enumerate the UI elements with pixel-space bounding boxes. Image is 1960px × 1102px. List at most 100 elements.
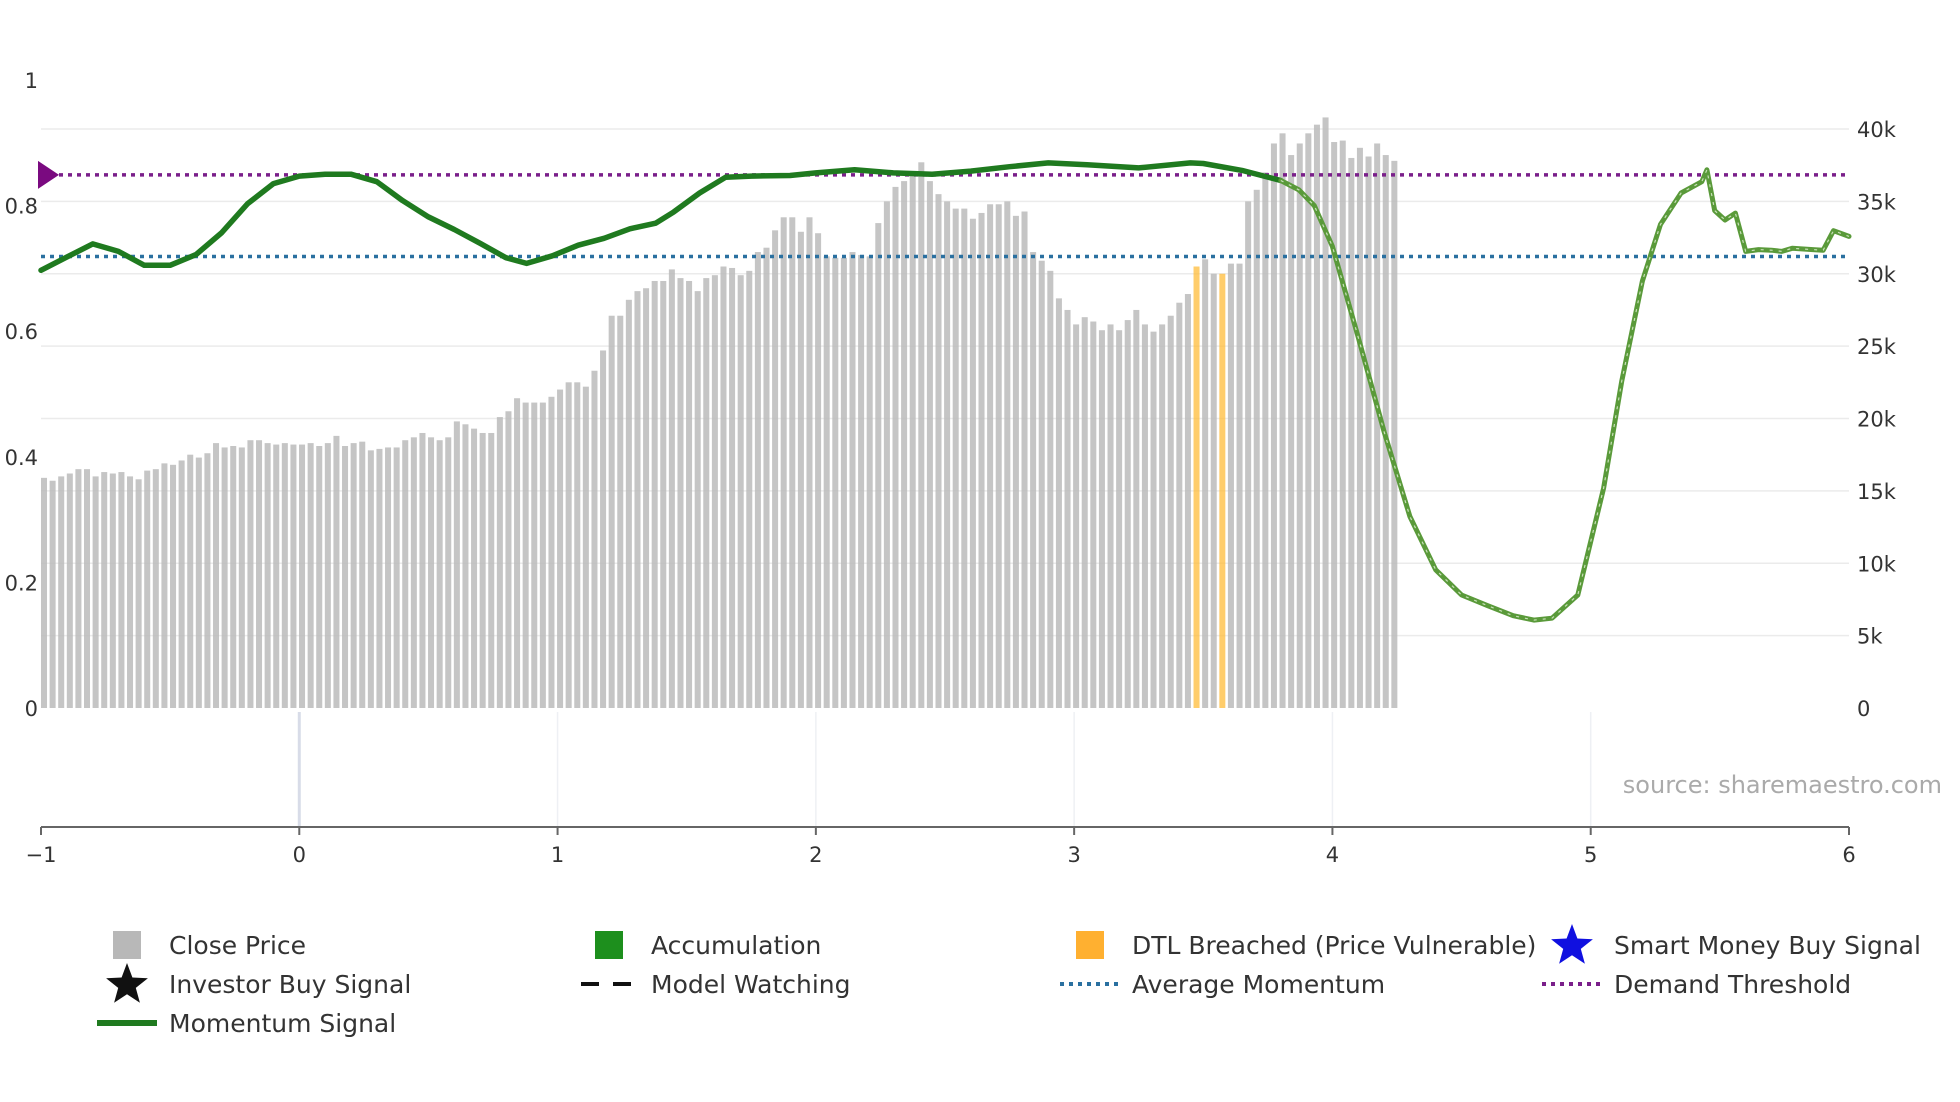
close-price-bar [58, 476, 65, 708]
close-price-bar [1253, 189, 1260, 709]
close-price-bar [772, 230, 779, 708]
momentum-signal-lines [38, 160, 1852, 623]
legend-item-accumulation: Accumulation [595, 931, 821, 960]
close-price-bar [479, 432, 486, 708]
close-price-bar [1133, 309, 1140, 708]
close-price-bar [1313, 124, 1320, 709]
close-price-bar [333, 435, 340, 708]
close-price-bar [410, 437, 417, 708]
x-tick-label: 0 [293, 843, 306, 867]
close-price-bar [660, 280, 667, 708]
close-price-bar [1305, 133, 1312, 708]
close-price-bar [1262, 172, 1269, 709]
y-left-tick-label: 0.4 [5, 446, 38, 470]
accumulation-legend-swatch [595, 931, 623, 959]
close-price-bar [1365, 156, 1372, 708]
close-price-bar [944, 201, 951, 708]
close-price-bar [1047, 270, 1054, 708]
close-price-bar [582, 386, 589, 708]
close-price-bar [987, 204, 994, 708]
close-price-bar [625, 299, 632, 708]
legend: Close Price Accumulation DTL Breached (Pri… [97, 924, 1921, 1038]
close-price-bar [918, 162, 925, 709]
close-price-legend-swatch [113, 931, 141, 959]
close-price-bars [41, 117, 1398, 709]
close-price-bar [720, 266, 727, 708]
close-price-bar [213, 443, 220, 708]
close-price-bar [1184, 294, 1191, 708]
close-price-bar [1159, 324, 1166, 708]
close-price-bar [1064, 309, 1071, 708]
y-right-tick-label: 20k [1857, 408, 1897, 432]
close-price-bar [350, 443, 357, 708]
close-price-bar [221, 447, 228, 708]
close-price-bar [694, 291, 701, 708]
close-price-bar [1167, 315, 1174, 708]
legend-item-close-price: Close Price [113, 931, 306, 960]
close-price-bar [273, 444, 280, 708]
legend-label: Average Momentum [1132, 970, 1385, 999]
close-price-bar [668, 269, 675, 708]
close-price-bar [1073, 324, 1080, 708]
close-price-bar [1227, 263, 1234, 708]
close-price-bar [677, 278, 684, 708]
close-price-bar [496, 417, 503, 708]
close-price-bar [290, 444, 297, 708]
close-price-bar [84, 469, 91, 708]
legend-label: Momentum Signal [169, 1009, 396, 1038]
close-price-bar [316, 446, 323, 708]
close-price-bar [307, 443, 314, 708]
close-price-bar [1339, 140, 1346, 708]
close-price-bar [514, 398, 521, 708]
close-price-bar [367, 450, 374, 708]
close-price-bar [238, 447, 245, 708]
close-price-bar [118, 472, 125, 708]
close-price-bar [505, 411, 512, 708]
close-price-bar [41, 477, 48, 708]
y-left-tick-label: 0.6 [5, 320, 38, 344]
x-tick-label: 5 [1584, 843, 1597, 867]
close-price-bar [539, 402, 546, 708]
demand-threshold-marker [38, 160, 59, 189]
close-price-bar [436, 440, 443, 708]
close-price-bar [815, 233, 822, 708]
legend-label: DTL Breached (Price Vulnerable) [1132, 931, 1536, 960]
close-price-bar [1210, 273, 1217, 708]
legend-label: Investor Buy Signal [169, 970, 411, 999]
close-price-bar [299, 444, 306, 708]
close-price-bar [195, 457, 202, 708]
close-price-bar [1202, 259, 1209, 708]
y-right-tick-label: 15k [1857, 480, 1897, 504]
dtl-breached-bar [1193, 266, 1200, 708]
close-price-bar [1391, 160, 1398, 709]
x-tick-label: 6 [1842, 843, 1855, 867]
close-price-bar [49, 480, 56, 708]
y-right-tick-label: 25k [1857, 335, 1897, 359]
close-price-bar [651, 280, 658, 708]
close-price-bar [522, 402, 529, 708]
close-price-bar [230, 446, 237, 708]
close-price-bar [875, 223, 882, 708]
close-price-bar [711, 275, 718, 708]
close-price-bar [1270, 143, 1277, 709]
close-price-bar [737, 275, 744, 708]
close-price-bar [109, 473, 116, 708]
y-left-tick-label: 0.8 [5, 195, 38, 219]
y-right-tick-label: 5k [1857, 625, 1883, 649]
close-price-bar [204, 453, 211, 708]
close-price-bar [178, 460, 185, 708]
close-price-bar [376, 448, 383, 708]
close-price-bar [1141, 324, 1148, 708]
close-price-bar [574, 382, 581, 708]
close-price-bar [359, 441, 366, 708]
close-price-bar [75, 469, 82, 708]
close-price-bar [643, 288, 650, 708]
close-price-bar [780, 217, 787, 709]
close-price-bar [1090, 321, 1097, 708]
close-price-bar [901, 181, 908, 709]
y-left-tick-label: 0.2 [5, 571, 38, 595]
close-price-bar [617, 315, 624, 708]
close-price-bar [1116, 330, 1123, 708]
close-price-bar [849, 252, 856, 708]
close-price-bar [127, 476, 134, 708]
